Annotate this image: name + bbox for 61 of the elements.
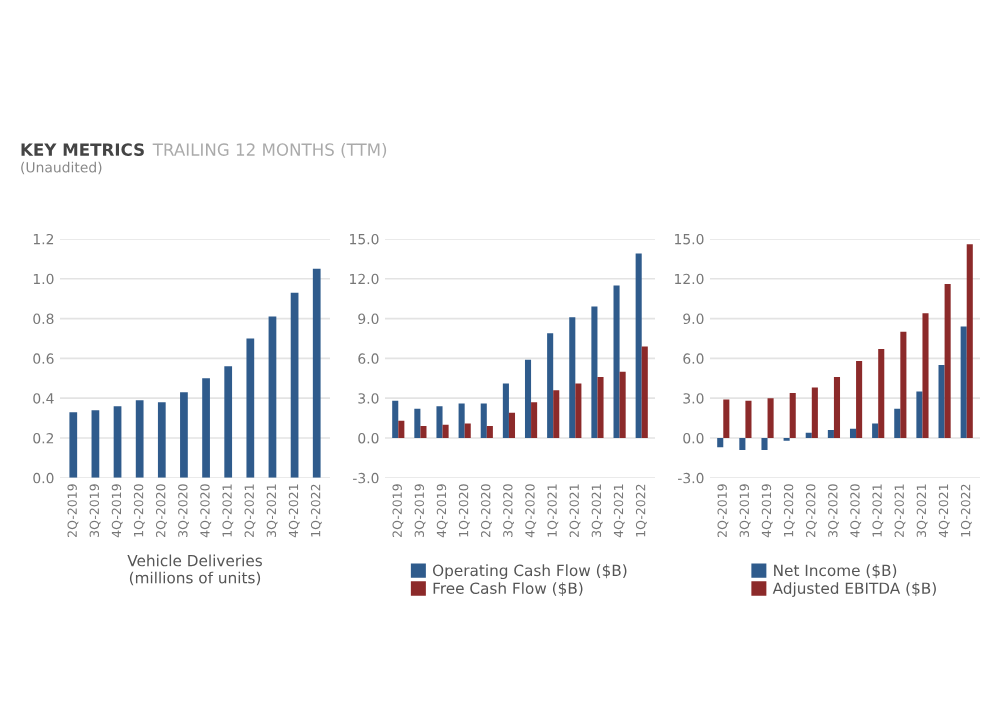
bar <box>960 326 967 439</box>
bar <box>938 365 945 439</box>
bar <box>398 420 405 439</box>
bar <box>569 317 576 439</box>
bar <box>246 338 255 478</box>
bar <box>575 383 582 439</box>
bar <box>966 244 973 439</box>
bar <box>290 292 299 478</box>
bar <box>619 371 626 439</box>
bar <box>591 306 598 439</box>
bar <box>69 412 78 478</box>
chart-title: KEY METRICS <box>21 143 144 156</box>
bar <box>916 391 923 439</box>
bar <box>745 400 752 439</box>
bar <box>827 430 834 439</box>
bar <box>717 438 724 448</box>
bar <box>414 408 421 439</box>
bar <box>739 438 746 450</box>
bar <box>436 406 443 439</box>
bar <box>524 359 532 439</box>
bar <box>789 392 796 439</box>
bar <box>508 412 516 439</box>
bar <box>312 268 321 478</box>
bar <box>268 316 277 478</box>
bar <box>613 285 620 439</box>
bar <box>894 408 901 439</box>
bar <box>944 284 951 439</box>
bar <box>761 438 768 450</box>
chart-subtitle: TRAILING 12 MONTHS (TTM) <box>152 143 387 158</box>
bar <box>811 387 818 439</box>
bar <box>641 346 648 439</box>
bar <box>767 398 774 439</box>
bar <box>922 313 929 439</box>
bar <box>202 378 210 478</box>
bar <box>392 400 399 439</box>
bar <box>502 383 509 439</box>
bar <box>224 366 233 478</box>
bar <box>547 333 554 439</box>
bar <box>531 402 538 439</box>
bar <box>480 403 487 439</box>
bar <box>553 390 560 439</box>
bar <box>157 402 166 478</box>
bar <box>420 426 427 439</box>
bar <box>135 400 144 478</box>
bar <box>180 392 188 478</box>
bar <box>597 376 604 439</box>
bar <box>872 423 879 439</box>
bar <box>856 361 863 439</box>
bar <box>91 410 100 478</box>
bar <box>113 406 122 478</box>
bar <box>458 403 465 439</box>
bar <box>833 376 841 439</box>
bar <box>900 331 907 439</box>
bar <box>723 399 730 439</box>
bar <box>464 423 471 439</box>
bar <box>486 426 493 439</box>
bar <box>635 253 642 439</box>
bar <box>849 428 857 439</box>
bar <box>805 432 812 439</box>
bar <box>442 424 449 439</box>
bar <box>878 349 885 439</box>
